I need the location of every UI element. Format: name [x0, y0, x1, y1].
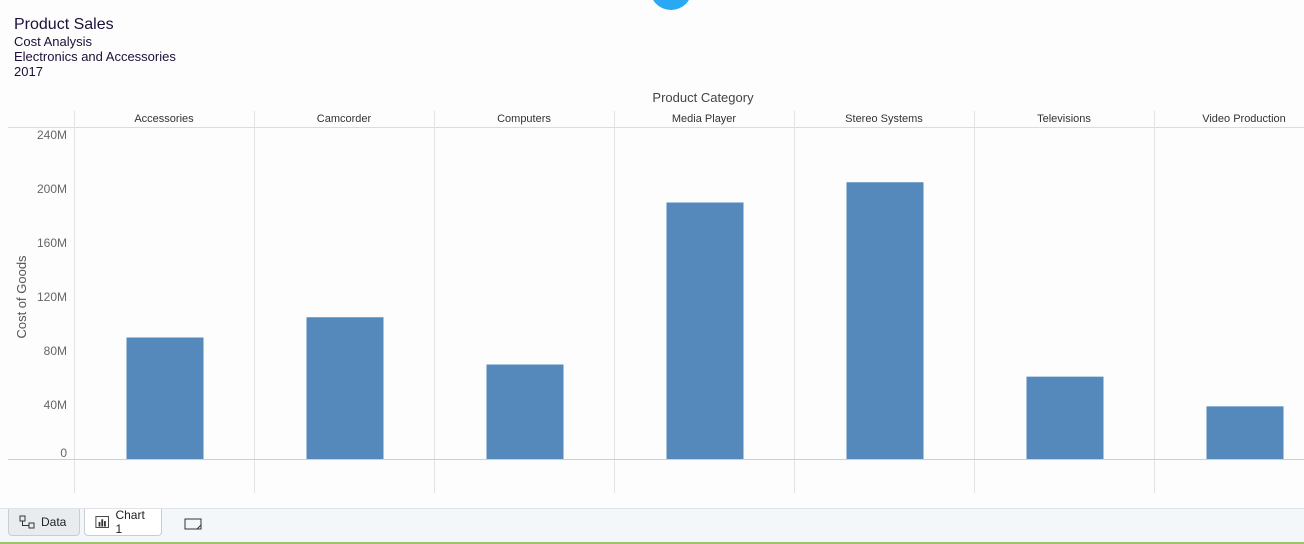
report-titles: Product Sales Cost Analysis Electronics …	[14, 16, 176, 79]
y-tick-label: 160M	[37, 236, 67, 250]
tab-data[interactable]: Data	[8, 509, 80, 536]
y-tick-label: 240M	[37, 128, 67, 142]
category-label: Video Production	[1202, 113, 1286, 125]
bar-chart: 0 40M 80M 120M 160M 200M 240M Cost of Goods Prod…	[8, 90, 1304, 493]
bar	[1026, 376, 1104, 459]
bottom-accent-line	[0, 542, 1304, 544]
bar	[1206, 406, 1284, 459]
tab-data-label: Data	[41, 515, 67, 529]
bar-chart-icon	[95, 516, 110, 528]
category-label: Stereo Systems	[845, 113, 923, 125]
category-label: Computers	[497, 113, 551, 125]
category-label: Media Player	[672, 113, 737, 125]
report-subtitle-3: 2017	[14, 64, 43, 79]
report-title: Product Sales	[14, 16, 114, 33]
column-header-title: Product Category	[652, 90, 754, 105]
y-axis-title: Cost of Goods	[14, 255, 29, 339]
bar	[846, 182, 924, 459]
category-label: Televisions	[1037, 113, 1091, 125]
bar	[486, 364, 564, 459]
sheet-tab-bar: Data Chart 1	[0, 508, 1304, 543]
tab-chart-1[interactable]: Chart 1	[84, 508, 162, 536]
report-subtitle-1: Cost Analysis	[14, 34, 93, 49]
category-label: Camcorder	[317, 113, 372, 125]
tab-chart-label: Chart 1	[115, 508, 145, 536]
new-sheet-icon[interactable]	[184, 518, 202, 530]
category-label: Accessories	[134, 113, 194, 125]
bar	[306, 317, 384, 459]
y-tick-label: 0	[60, 446, 67, 460]
y-tick-label: 120M	[37, 290, 67, 304]
y-tick-label: 40M	[44, 398, 67, 412]
top-indicator-circle	[650, 0, 692, 10]
report-subtitle-2: Electronics and Accessories	[14, 49, 176, 64]
y-tick-label: 80M	[44, 344, 67, 358]
bar	[126, 337, 204, 459]
bar	[666, 202, 744, 459]
y-tick-label: 200M	[37, 182, 67, 196]
data-flow-icon	[19, 515, 35, 529]
